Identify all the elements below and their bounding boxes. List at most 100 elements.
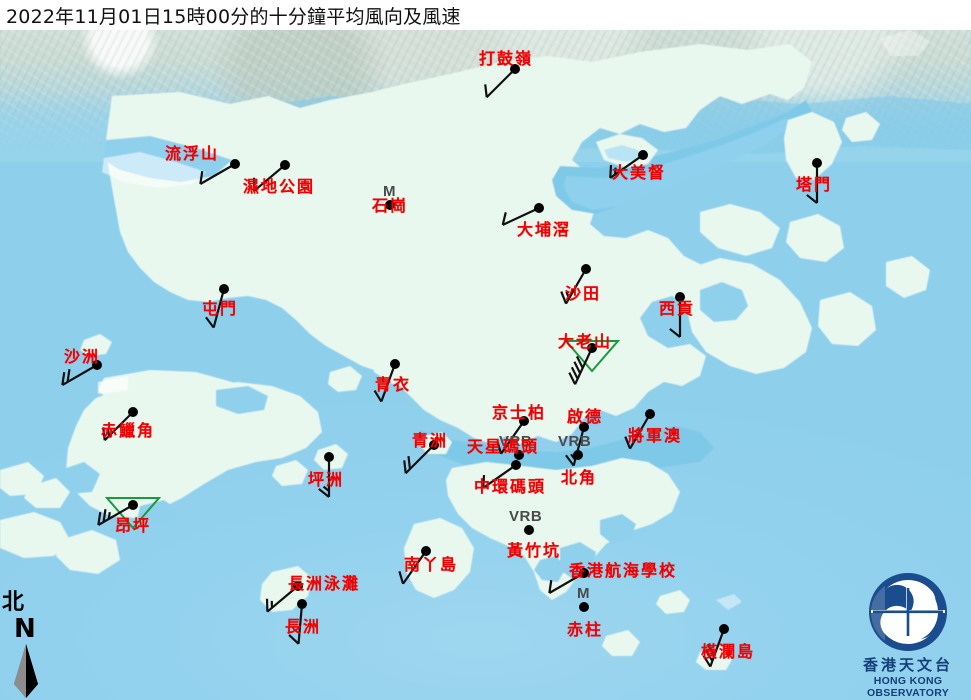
wind-barb-icon: [205, 288, 226, 329]
station-name-label: 青洲: [412, 431, 449, 450]
wind-barb-icon: [97, 504, 134, 526]
station-marker-dot: [390, 359, 400, 369]
station-name-label: 屯門: [202, 299, 239, 318]
station-name-label: 長洲: [285, 617, 322, 636]
station-marker-dot: [92, 360, 102, 370]
wind-barb-icon: [501, 207, 540, 226]
station-marker-dot: [514, 450, 524, 460]
station-marker-dot: [579, 602, 589, 612]
station-name-label: 濕地公園: [243, 177, 316, 196]
station-marker-dot: [573, 450, 583, 460]
station-marker-dot: [219, 284, 229, 294]
wind-barb-icon: [482, 464, 517, 489]
station-name-label: 沙田: [565, 284, 602, 303]
station-marker-dot: [280, 160, 290, 170]
station-marker-dot: [511, 460, 521, 470]
station-status-flag: VRB: [558, 433, 592, 450]
wind-barb-icon: [548, 572, 585, 594]
wind-barb-icon: [199, 163, 236, 185]
station-name-label: 打鼓嶺: [479, 49, 534, 68]
station-name-label: 長洲泳灘: [288, 574, 361, 593]
station-name-label: 昂坪: [115, 516, 152, 535]
map-title: 2022年11月01日15時00分的十分鐘平均風向及風速: [6, 6, 461, 28]
station-marker-dot: [385, 200, 395, 210]
station-marker-dot: [128, 500, 138, 510]
station-name-label: 南丫島: [404, 555, 459, 574]
station-name-label: 大老山: [558, 332, 613, 351]
wind-barb-icon: [61, 364, 98, 386]
station-name-label: 流浮山: [165, 144, 220, 163]
hko-logo: 香港天文台 HONG KONG OBSERVATORY: [845, 572, 971, 700]
station-name-label: 天星碼頭: [467, 437, 540, 456]
station-status-flag: M: [383, 183, 396, 200]
station-name-label: 塔門: [796, 175, 833, 194]
wind-barb-icon: [702, 628, 726, 668]
station-marker-dot: [421, 546, 431, 556]
station-marker-dot: [719, 624, 729, 634]
station-marker-dot: [812, 158, 822, 168]
station-status-flag: VRB: [499, 433, 533, 450]
station-marker-dot: [579, 422, 589, 432]
station-name-label: 石崗: [372, 196, 409, 215]
station-name-label: 沙洲: [64, 347, 101, 366]
title-bar: 2022年11月01日15時00分的十分鐘平均風向及風速: [0, 0, 971, 30]
wind-barb-icon: [484, 68, 516, 99]
hko-name-en: HONG KONG OBSERVATORY: [866, 675, 950, 699]
station-marker-dot: [638, 150, 648, 160]
hko-logo-icon: [869, 573, 947, 651]
wind-barb-icon: [373, 363, 397, 403]
station-marker-dot: [293, 581, 303, 591]
station-name-label: 黃竹坑: [507, 541, 562, 560]
station-name-label: 赤鱲角: [101, 421, 156, 440]
station-name-label: 大埔滘: [517, 220, 572, 239]
wind-barb-icon: [624, 413, 651, 450]
station-marker-dot: [675, 292, 685, 302]
station-status-flag: M: [577, 585, 590, 602]
station-name-label: 啟德: [567, 407, 604, 426]
station-marker-dot: [297, 599, 307, 609]
wind-barb-icon: [265, 585, 299, 613]
station-name-label: 香港航海學校: [569, 561, 678, 580]
station-name-label: 坪洲: [308, 470, 345, 489]
station-name-label: 西貢: [659, 299, 696, 318]
wind-barb-icon: [318, 457, 331, 498]
station-marker-dot: [230, 159, 240, 169]
station-name-label: 將軍澳: [628, 426, 683, 445]
station-status-flag: VRB: [509, 508, 543, 525]
compass-rose: 北 N: [2, 592, 58, 698]
station-name-label: 大美督: [612, 163, 667, 182]
wind-barb-icon: [288, 603, 304, 645]
station-name-label: 赤柱: [567, 620, 604, 639]
station-marker-dot: [587, 343, 597, 353]
station-name-label: 青衣: [375, 375, 412, 394]
north-arrow-icon: [14, 644, 38, 698]
station-marker-dot: [581, 264, 591, 274]
wind-barb-icon: [102, 411, 134, 442]
wind-barb-icon: [568, 347, 593, 385]
wind-barb-icon: [560, 268, 587, 305]
station-marker-dot: [579, 568, 589, 578]
station-marker-dot: [534, 203, 544, 213]
station-name-label: 中環碼頭: [474, 477, 547, 496]
station-marker-dot: [645, 409, 655, 419]
wind-barb-icon: [403, 444, 435, 475]
compass-label-cn: 北: [2, 590, 25, 615]
station-marker-dot: [510, 64, 520, 74]
wind-barb-icon: [669, 297, 682, 338]
compass-label-en: N: [14, 614, 36, 644]
station-name-label: 橫瀾島: [701, 642, 756, 661]
wind-barb-icon: [496, 420, 525, 455]
station-name-label: 北角: [561, 468, 598, 487]
wind-barb-icon: [252, 164, 286, 192]
wind-barb-icon: [806, 163, 819, 204]
station-marker-dot: [128, 407, 138, 417]
hko-name-cn: 香港天文台: [862, 656, 953, 674]
station-marker-dot: [524, 525, 534, 535]
station-marker-dot: [429, 440, 439, 450]
station-marker-dot: [519, 416, 529, 426]
station-name-label: 京士柏: [492, 403, 547, 422]
station-marker-dot: [324, 452, 334, 462]
wind-barb-icon: [609, 154, 644, 179]
